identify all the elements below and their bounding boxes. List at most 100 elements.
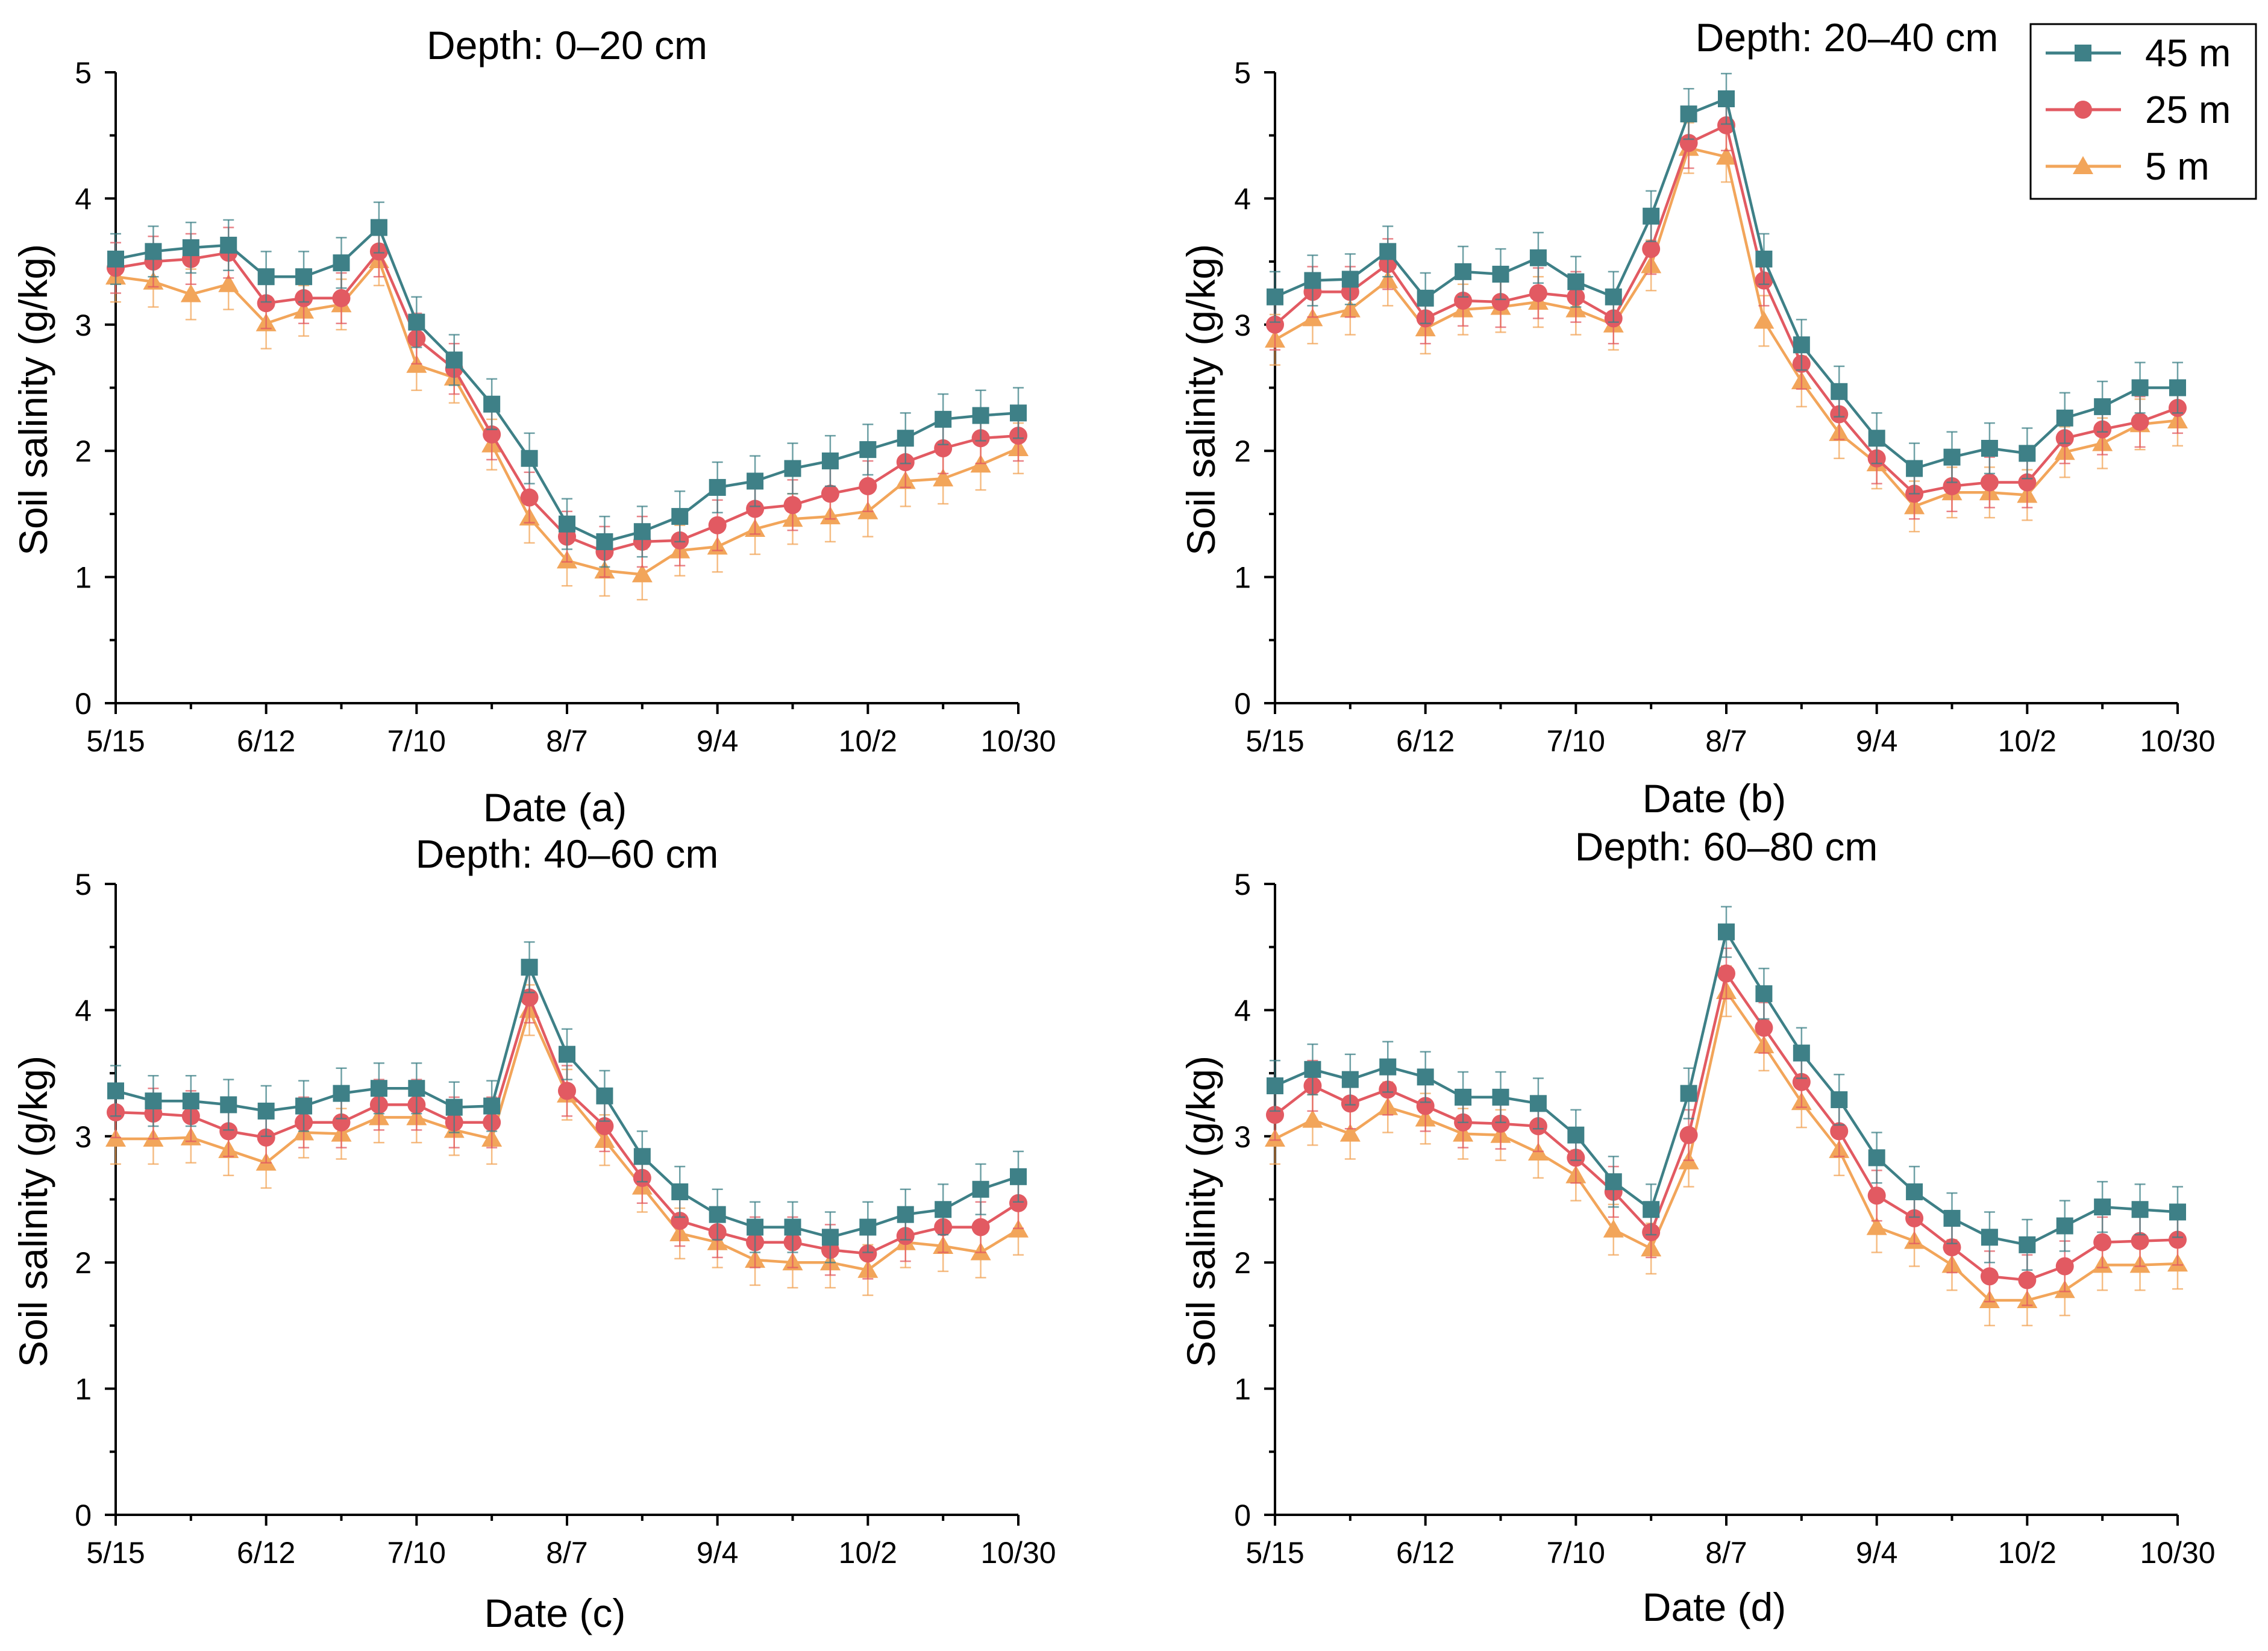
data-point-45-m [859, 441, 877, 459]
data-point-45-m [1492, 1088, 1509, 1106]
panel-title: Depth: 20–40 cm [1696, 15, 1999, 60]
data-point-25-m [859, 477, 877, 495]
legend-entry-45-m: 45 m [2046, 31, 2231, 75]
x-axis-label: Date (a) [483, 785, 627, 830]
y-tick-label: 3 [1234, 1120, 1251, 1154]
data-point-45-m [1981, 1229, 1998, 1246]
panel-a: 0 1 2 3 4 5 5/15 6/12 7/10 8/7 9/4 10/2 10/30 Depth: … [11, 23, 1056, 830]
legend-label: 45 m [2145, 31, 2231, 75]
x-tick-label: 10/2 [1998, 724, 2057, 758]
series-line-5-m [1274, 988, 2178, 1302]
data-point-45-m [1010, 404, 1027, 422]
legend-marker-5-m [2073, 156, 2093, 174]
data-point-45-m [107, 250, 124, 268]
data-point-45-m [220, 236, 237, 254]
legend-label: 5 m [2145, 145, 2210, 188]
legend-entry-25-m: 25 m [2046, 88, 2231, 131]
data-point-45-m [521, 450, 538, 467]
data-point-25-m [1980, 473, 1999, 492]
data-point-45-m [333, 1085, 350, 1102]
x-tick-label: 10/30 [980, 1536, 1056, 1570]
y-tick-label: 1 [1234, 561, 1251, 595]
data-point-25-m [1491, 1114, 1510, 1133]
data-point-45-m [633, 523, 651, 540]
data-point-25-m [2055, 1257, 2074, 1276]
series-line-5-m [1274, 146, 2178, 508]
data-point-5-m [1866, 1217, 1887, 1235]
data-point-25-m [520, 488, 539, 507]
data-point-5-m [180, 284, 201, 302]
y-axis-label: Soil salinity (g/kg) [11, 244, 55, 556]
x-axis-label: Date (d) [1643, 1585, 1786, 1629]
data-point-25-m [783, 496, 802, 515]
series-45-m [107, 201, 1027, 568]
data-point-45-m [1304, 272, 1321, 289]
data-point-25-m [2169, 1230, 2187, 1249]
data-point-45-m [107, 1082, 124, 1100]
data-point-45-m [1643, 207, 1660, 225]
x-axis-label: Date (b) [1643, 776, 1786, 821]
data-point-45-m [821, 1229, 839, 1246]
data-point-45-m [145, 243, 162, 260]
x-tick-label: 10/2 [839, 724, 897, 758]
data-point-45-m [1718, 923, 1735, 941]
data-point-45-m [2094, 1198, 2111, 1216]
data-point-25-m [1717, 964, 1735, 983]
data-point-45-m [483, 1097, 501, 1115]
data-point-45-m [821, 452, 839, 469]
data-point-25-m [257, 1128, 275, 1147]
data-point-45-m [1718, 90, 1735, 107]
y-tick-label: 0 [1234, 687, 1251, 721]
y-tick-label: 5 [75, 56, 92, 90]
y-tick-label: 5 [1234, 868, 1251, 901]
data-point-45-m [2169, 379, 2186, 396]
x-tick-label: 8/7 [546, 1536, 588, 1570]
x-tick-label: 9/4 [697, 724, 739, 758]
y-tick-label: 4 [1234, 994, 1251, 1027]
data-point-45-m [1943, 1209, 1961, 1227]
data-point-45-m [596, 1087, 613, 1104]
data-point-45-m [671, 1183, 689, 1200]
data-point-45-m [897, 430, 914, 447]
data-point-45-m [1831, 1091, 1848, 1109]
panel-title: Depth: 60–80 cm [1575, 824, 1878, 869]
data-point-45-m [145, 1092, 162, 1110]
y-tick-label: 2 [1234, 434, 1251, 468]
data-point-45-m [1906, 460, 1923, 477]
data-point-45-m [1341, 271, 1359, 288]
data-point-45-m [1868, 1149, 1885, 1167]
data-point-45-m [1417, 1068, 1434, 1086]
legend: 45 m 25 m 5 m [2029, 23, 2257, 200]
data-point-45-m [935, 410, 952, 428]
data-point-45-m [370, 1080, 387, 1097]
x-tick-label: 7/10 [387, 724, 446, 758]
data-point-25-m [1755, 1018, 1773, 1037]
data-point-25-m [1679, 1126, 1698, 1144]
x-tick-label: 10/30 [980, 724, 1056, 758]
data-point-45-m [1906, 1183, 1923, 1200]
data-point-25-m [859, 1244, 877, 1263]
data-point-45-m [1304, 1060, 1321, 1078]
x-tick-label: 8/7 [546, 724, 588, 758]
x-tick-label: 6/12 [1396, 1536, 1455, 1570]
data-point-45-m [1981, 440, 1998, 457]
panel-b: 0 1 2 3 4 5 5/15 6/12 7/10 8/7 9/4 10/2 10/30 Depth: … [1179, 15, 2216, 821]
data-point-45-m [1267, 288, 1283, 305]
y-tick-label: 0 [1234, 1499, 1251, 1532]
data-point-25-m [1867, 1186, 1886, 1205]
data-point-45-m [935, 1201, 952, 1218]
data-point-45-m [2056, 1217, 2073, 1235]
data-point-45-m [220, 1096, 237, 1114]
y-tick-label: 0 [75, 687, 92, 721]
data-point-25-m [2131, 413, 2149, 431]
y-axis-label: Soil salinity (g/kg) [11, 1056, 55, 1367]
data-point-25-m [1642, 240, 1661, 258]
panel-d: 0 1 2 3 4 5 5/15 6/12 7/10 8/7 9/4 10/2 10/30 Depth: … [1179, 824, 2216, 1629]
legend-label: 25 m [2145, 88, 2231, 131]
data-point-45-m [182, 239, 199, 257]
y-tick-label: 0 [75, 1499, 92, 1532]
data-point-45-m [1605, 288, 1622, 305]
y-tick-label: 2 [1234, 1246, 1251, 1280]
data-point-5-m [218, 274, 239, 292]
y-tick-label: 5 [75, 868, 92, 901]
